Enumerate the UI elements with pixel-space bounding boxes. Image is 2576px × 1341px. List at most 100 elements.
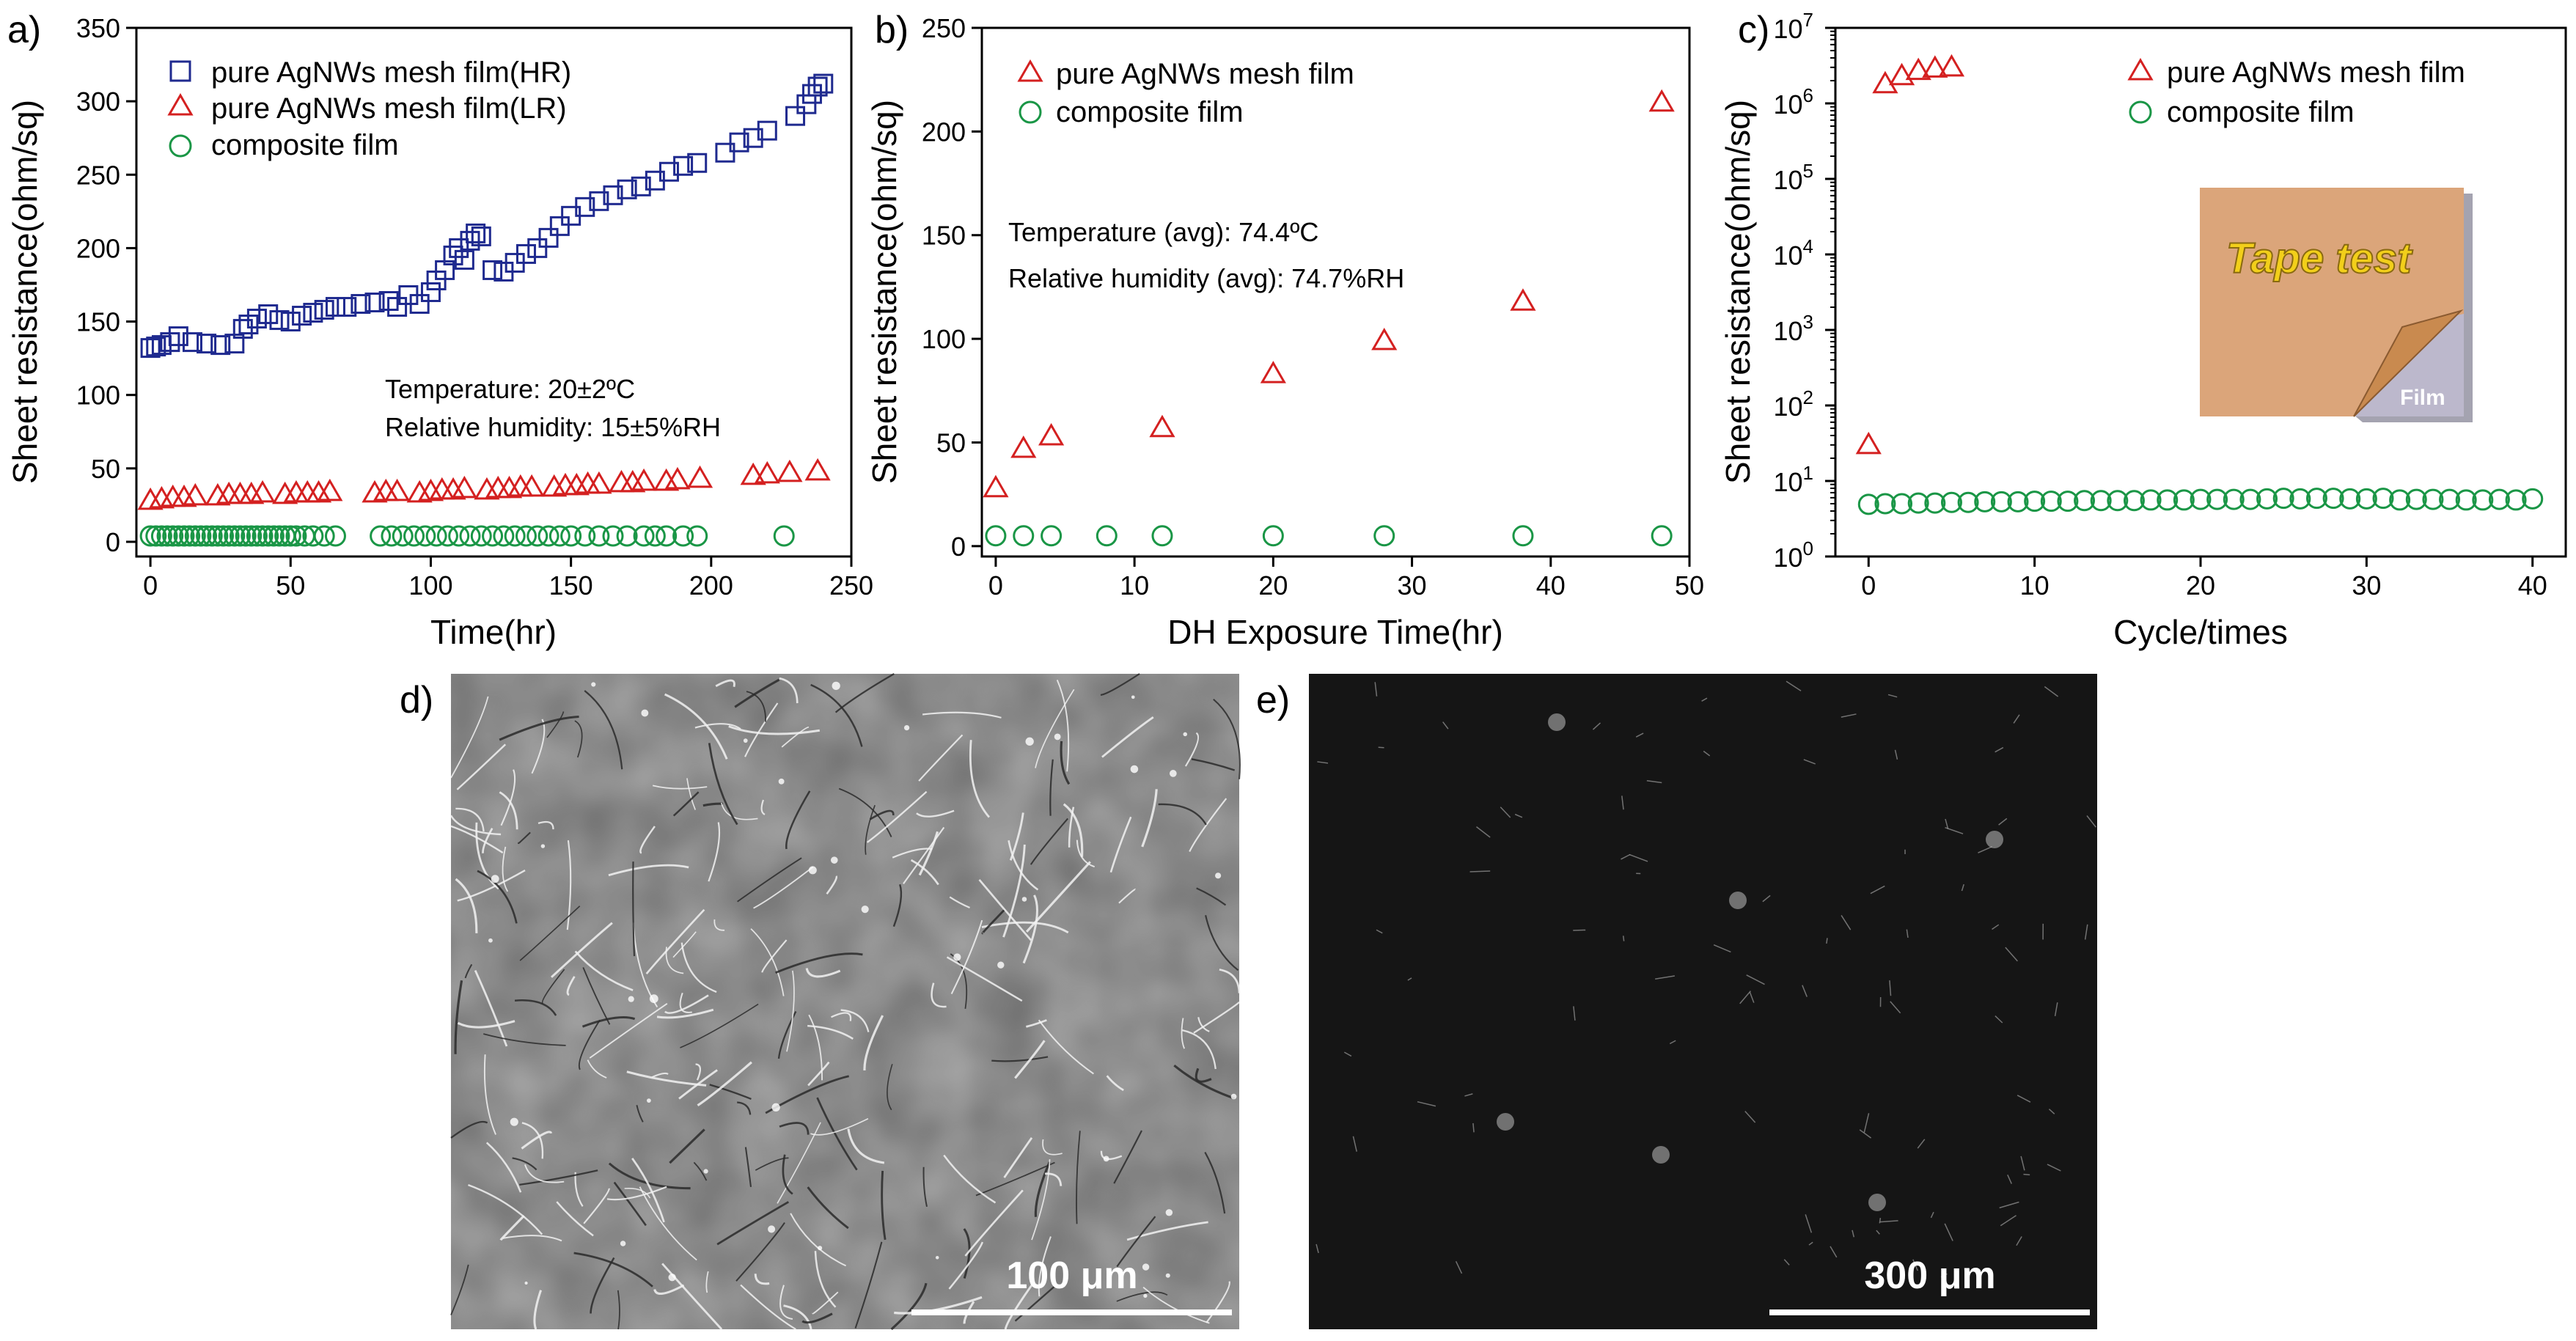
- marker-square-21: [364, 293, 385, 313]
- speck: [1906, 929, 1909, 938]
- nanowire: [450, 1264, 469, 1315]
- marker-circle-20: [252, 525, 274, 547]
- nanowire: [468, 1183, 543, 1235]
- x-tick-label-c-2: 20: [2186, 570, 2215, 600]
- nanowire: [1038, 1019, 1094, 1075]
- nanowire: [457, 870, 526, 902]
- nanowire: [584, 690, 623, 770]
- nanowire: [737, 1101, 752, 1115]
- nanowire: [782, 1154, 793, 1195]
- nanowire: [653, 1284, 685, 1295]
- speck: [2000, 1215, 2017, 1227]
- nanowire: [1141, 789, 1158, 848]
- marker-circle-5: [1940, 491, 1962, 513]
- marker-triangle-40: [754, 460, 780, 484]
- speck: [2047, 1164, 2061, 1172]
- marker-circle-15: [2107, 490, 2129, 512]
- marker-square-18: [325, 297, 345, 317]
- scale-bar-label-d: 100 μm: [1006, 1254, 1137, 1297]
- nanowire: [574, 950, 634, 991]
- marker-square-44: [589, 191, 609, 211]
- legend-marker-hr-a: [169, 60, 191, 82]
- nanowire: [963, 1228, 971, 1279]
- marker-circle-20: [2190, 488, 2212, 510]
- nanowire: [608, 1162, 691, 1190]
- nanowire: [1158, 803, 1207, 826]
- y-axis-title-b: Sheet resistance(ohm/sq): [865, 100, 903, 484]
- bright-particle: [1142, 1263, 1150, 1271]
- legend-marker-lr-c: [2127, 57, 2154, 81]
- nanowire: [740, 1284, 796, 1330]
- speck: [1841, 915, 1852, 930]
- nanowire: [632, 861, 636, 957]
- marker-triangle-33: [608, 469, 635, 493]
- marker-triangle-0: [983, 474, 1009, 498]
- speck: [2007, 1175, 2012, 1184]
- marker-square-13: [269, 310, 290, 331]
- x-tick-label-b-5: 50: [1675, 570, 1704, 600]
- nanowire: [716, 1201, 790, 1246]
- marker-circle-37: [2472, 489, 2494, 511]
- nanowire: [869, 809, 895, 820]
- bright-particle: [1143, 1293, 1148, 1298]
- marker-circle-22: [263, 525, 285, 547]
- nanowire: [477, 870, 518, 924]
- nanowire: [697, 1061, 752, 1107]
- speck: [1713, 944, 1731, 953]
- nanowire: [645, 908, 705, 974]
- marker-triangle-4: [1922, 55, 1948, 78]
- speck: [1376, 929, 1383, 934]
- speck: [1995, 746, 2004, 753]
- nanowire: [963, 1301, 975, 1324]
- nanowire: [753, 866, 814, 909]
- marker-triangle-2: [1888, 62, 1915, 86]
- marker-circle-57: [686, 525, 708, 547]
- y-tick-label-b-2: 100: [922, 324, 966, 354]
- marker-square-23: [387, 297, 408, 317]
- speck: [1802, 985, 1808, 997]
- legend-label-lr-c: pure AgNWs mesh film: [2167, 56, 2465, 89]
- marker-square-6: [197, 334, 217, 354]
- nanowire: [779, 1122, 810, 1135]
- nanowire: [521, 1122, 544, 1159]
- marks-c: [1855, 54, 2544, 515]
- nanowire: [1014, 1285, 1057, 1322]
- micrograph-e-specks: [1315, 680, 2096, 1278]
- y-tick-label-b-3: 150: [922, 221, 966, 251]
- speck: [1701, 697, 1708, 702]
- nanowire: [755, 1157, 789, 1171]
- bright-particle: [1103, 1156, 1109, 1162]
- nanowire: [866, 790, 928, 843]
- marker-square-38: [515, 243, 536, 264]
- nanowire: [735, 1221, 785, 1282]
- bright-particle: [1131, 695, 1135, 699]
- speck: [1889, 980, 1892, 996]
- nanowire: [613, 1181, 647, 1227]
- debris-particle: [1548, 713, 1566, 731]
- marker-square-53: [729, 132, 749, 153]
- speck: [1514, 813, 1523, 818]
- marker-triangle-3: [1905, 57, 1931, 81]
- speck: [1592, 722, 1601, 730]
- marker-triangle-22: [451, 475, 477, 499]
- marker-square-43: [575, 196, 595, 217]
- marker-circle-26: [2289, 488, 2311, 510]
- bright-particle: [861, 905, 869, 914]
- marker-triangle-4: [182, 482, 208, 506]
- nanowire: [890, 1282, 928, 1331]
- nanowire: [606, 1186, 667, 1201]
- nanowire: [661, 1263, 723, 1330]
- nanowire: [1031, 1159, 1051, 1241]
- speck: [1887, 694, 1898, 698]
- nanowire: [450, 696, 489, 779]
- nanowire: [519, 1169, 598, 1186]
- y-tick-label-a-6: 300: [76, 87, 120, 117]
- marker-triangle-32: [586, 471, 612, 494]
- bright-particle: [1165, 1273, 1170, 1278]
- marker-circle-6: [173, 525, 195, 547]
- nanowire: [1035, 688, 1075, 768]
- legend-c: pure AgNWs mesh film composite film: [2127, 56, 2465, 128]
- nanowire: [524, 1164, 565, 1183]
- marker-square-15: [292, 306, 312, 326]
- y-tick-label-b-1: 50: [936, 427, 966, 458]
